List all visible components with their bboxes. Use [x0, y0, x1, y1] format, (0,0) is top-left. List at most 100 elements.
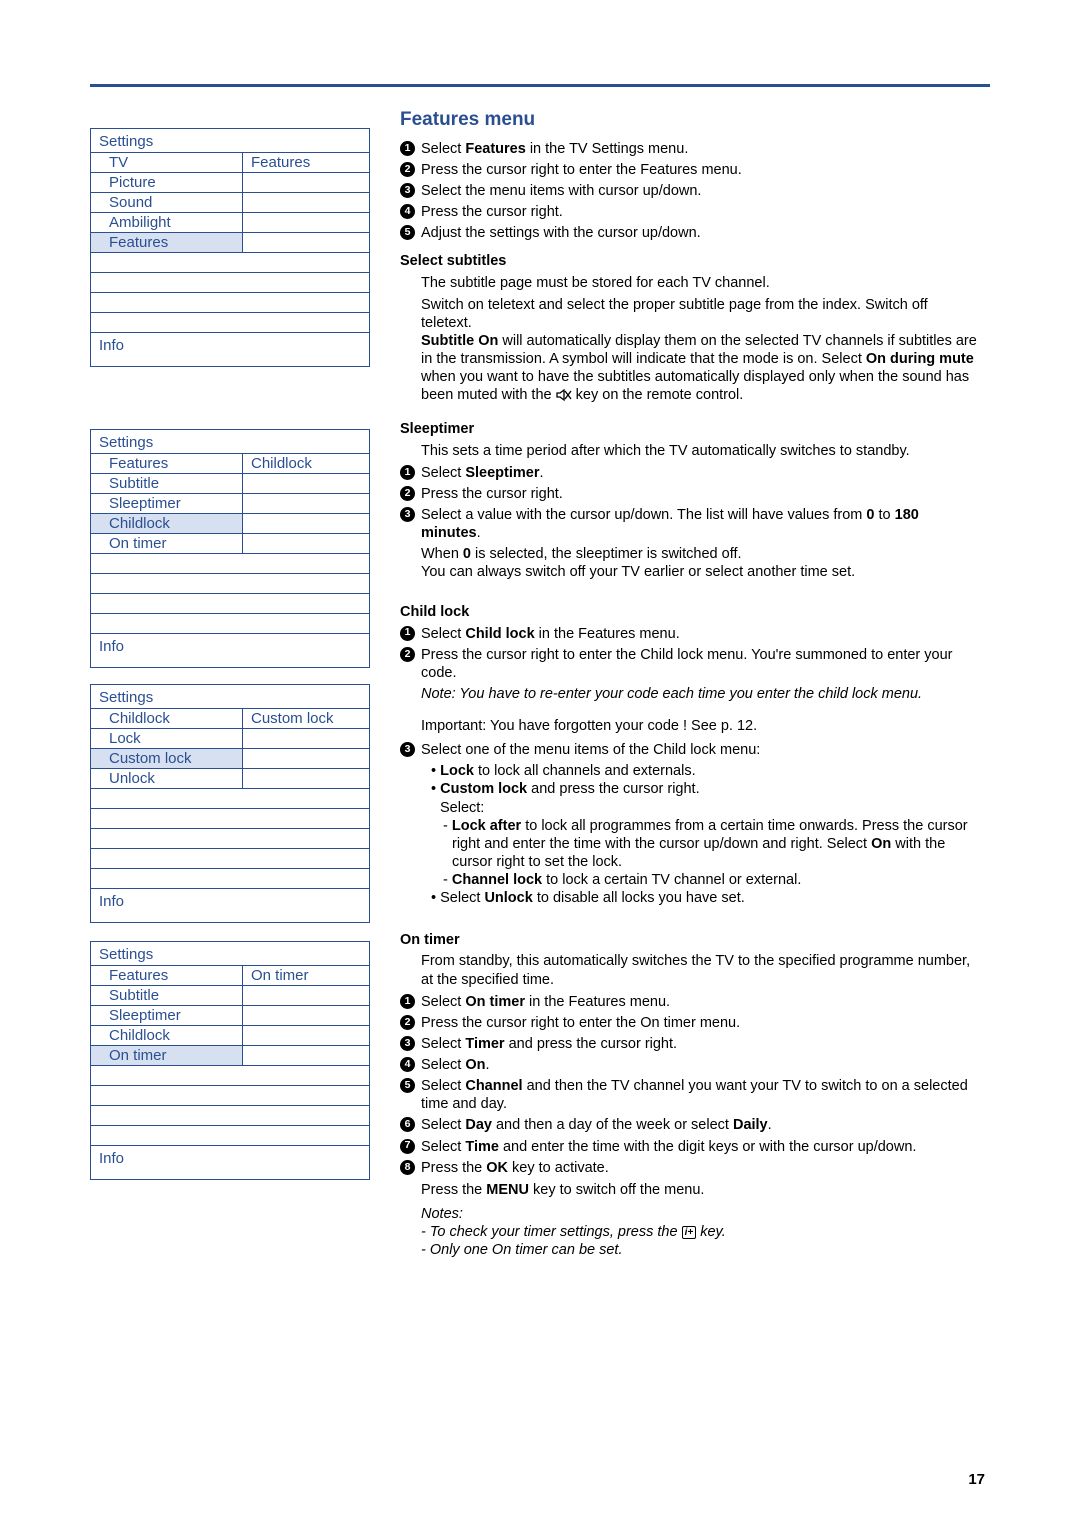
menu-item: Unlock — [91, 769, 243, 788]
childlock-note: Note: You have to re-enter your code eac… — [421, 685, 980, 703]
step-4: 4Press the cursor right. — [400, 203, 980, 221]
menu-item: Sound — [91, 193, 243, 212]
step-2: 2Press the cursor right to enter the Fea… — [400, 161, 980, 179]
menu-info: Info — [91, 633, 369, 667]
page-number: 17 — [968, 1471, 985, 1488]
ontimer-text: From standby, this automatically switche… — [421, 952, 980, 988]
top-rule — [90, 84, 990, 87]
menu-item: TV — [91, 153, 243, 172]
menu-item: Childlock — [91, 1026, 243, 1045]
step-number-icon: 1 — [400, 465, 415, 480]
sleep-step-3: 3Select a value with the cursor up/down.… — [400, 506, 980, 542]
menu-info: Info — [91, 332, 369, 366]
menu-item: Childlock — [91, 709, 243, 728]
subtitles-head: Select subtitles — [400, 252, 980, 270]
right-column: Features menu 1Select Features in the TV… — [400, 108, 980, 1259]
step-number-icon: 2 — [400, 647, 415, 662]
sleeptimer-head: Sleeptimer — [400, 420, 980, 438]
menu-item: Features — [243, 153, 369, 172]
sleeptimer-text: When 0 is selected, the sleeptimer is sw… — [421, 545, 980, 563]
step-number-icon: 8 — [400, 1160, 415, 1175]
menu-item: Picture — [91, 173, 243, 192]
menu-item: Subtitle — [91, 986, 243, 1005]
ontimer-text: Press the MENU key to switch off the men… — [421, 1181, 980, 1199]
step-number-icon: 3 — [400, 507, 415, 522]
ontimer-step-1: 1Select On timer in the Features menu. — [400, 993, 980, 1011]
childlock-step-3: 3Select one of the menu items of the Chi… — [400, 741, 980, 759]
step-number-icon: 4 — [400, 1057, 415, 1072]
sleeptimer-text: This sets a time period after which the … — [421, 442, 980, 460]
menu-item: Ambilight — [91, 213, 243, 232]
step-number-icon: 2 — [400, 486, 415, 501]
menu-item-selected: Custom lock — [91, 749, 243, 768]
info-plus-icon: i+ — [682, 1226, 697, 1239]
subtitles-text: Switch on teletext and select the proper… — [421, 296, 980, 332]
menu-item: Sleeptimer — [91, 494, 243, 513]
menu-info: Info — [91, 1145, 369, 1179]
step-number-icon: 6 — [400, 1117, 415, 1132]
menu-settings-features: Settings FeaturesChildlock Subtitle Slee… — [90, 429, 370, 668]
menu-settings-tv: Settings TVFeatures Picture Sound Ambili… — [90, 128, 370, 367]
childlock-dash: - Lock after to lock all programmes from… — [452, 817, 980, 871]
sleeptimer-text: You can always switch off your TV earlie… — [421, 563, 980, 581]
ontimer-note: - To check your timer settings, press th… — [421, 1223, 980, 1241]
menu-info: Info — [91, 888, 369, 922]
menu-title: Settings — [91, 129, 369, 152]
step-number-icon: 5 — [400, 1078, 415, 1093]
childlock-bullet: • Lock to lock all channels and external… — [440, 762, 980, 780]
childlock-bullet: • Custom lock and press the cursor right… — [440, 780, 980, 798]
step-number-icon: 7 — [400, 1139, 415, 1154]
ontimer-step-5: 5Select Channel and then the TV channel … — [400, 1077, 980, 1113]
step-1: 1Select Features in the TV Settings menu… — [400, 140, 980, 158]
menu-settings-ontimer: Settings FeaturesOn timer Subtitle Sleep… — [90, 941, 370, 1180]
sleep-step-2: 2Press the cursor right. — [400, 485, 980, 503]
ontimer-step-6: 6Select Day and then a day of the week o… — [400, 1116, 980, 1134]
step-number-icon: 5 — [400, 225, 415, 240]
step-number-icon: 3 — [400, 1036, 415, 1051]
childlock-step-1: 1Select Child lock in the Features menu. — [400, 625, 980, 643]
childlock-head: Child lock — [400, 603, 980, 621]
section-title: Features menu — [400, 108, 980, 132]
ontimer-notes-head: Notes: — [421, 1205, 980, 1223]
ontimer-head: On timer — [400, 931, 980, 949]
menu-title: Settings — [91, 942, 369, 965]
step-number-icon: 1 — [400, 141, 415, 156]
childlock-bullet: • Select Unlock to disable all locks you… — [440, 889, 980, 907]
step-number-icon: 3 — [400, 742, 415, 757]
childlock-important: Important: You have forgotten your code … — [421, 717, 980, 735]
intro-steps: 1Select Features in the TV Settings menu… — [400, 140, 980, 243]
menu-item-selected: Features — [91, 233, 243, 252]
menu-item-selected: Childlock — [91, 514, 243, 533]
ontimer-step-8: 8Press the OK key to activate. — [400, 1159, 980, 1177]
childlock-select: Select: — [440, 799, 980, 817]
step-5: 5Adjust the settings with the cursor up/… — [400, 224, 980, 242]
menu-settings-childlock: Settings ChildlockCustom lock Lock Custo… — [90, 684, 370, 923]
menu-item: On timer — [243, 966, 369, 985]
menu-item: Features — [91, 966, 243, 985]
menu-item: Childlock — [243, 454, 369, 473]
step-number-icon: 2 — [400, 1015, 415, 1030]
ontimer-step-4: 4Select On. — [400, 1056, 980, 1074]
step-3: 3Select the menu items with cursor up/do… — [400, 182, 980, 200]
menu-item: Sleeptimer — [91, 1006, 243, 1025]
ontimer-note: - Only one On timer can be set. — [421, 1241, 980, 1259]
ontimer-step-3: 3Select Timer and press the cursor right… — [400, 1035, 980, 1053]
menu-item: Lock — [91, 729, 243, 748]
childlock-step-2: 2Press the cursor right to enter the Chi… — [400, 646, 980, 682]
menu-title: Settings — [91, 430, 369, 453]
subtitles-text: Subtitle On will automatically display t… — [421, 332, 980, 405]
menu-item: Features — [91, 454, 243, 473]
sleep-step-1: 1Select Sleeptimer. — [400, 464, 980, 482]
menu-item-selected: On timer — [91, 1046, 243, 1065]
menu-item: On timer — [91, 534, 243, 553]
menu-item: Custom lock — [243, 709, 369, 728]
step-number-icon: 1 — [400, 994, 415, 1009]
left-column: Settings TVFeatures Picture Sound Ambili… — [90, 128, 370, 1242]
childlock-dash: - Channel lock to lock a certain TV chan… — [452, 871, 980, 889]
step-number-icon: 3 — [400, 183, 415, 198]
step-number-icon: 2 — [400, 162, 415, 177]
ontimer-step-2: 2Press the cursor right to enter the On … — [400, 1014, 980, 1032]
ontimer-step-7: 7Select Time and enter the time with the… — [400, 1138, 980, 1156]
step-number-icon: 1 — [400, 626, 415, 641]
menu-item: Subtitle — [91, 474, 243, 493]
